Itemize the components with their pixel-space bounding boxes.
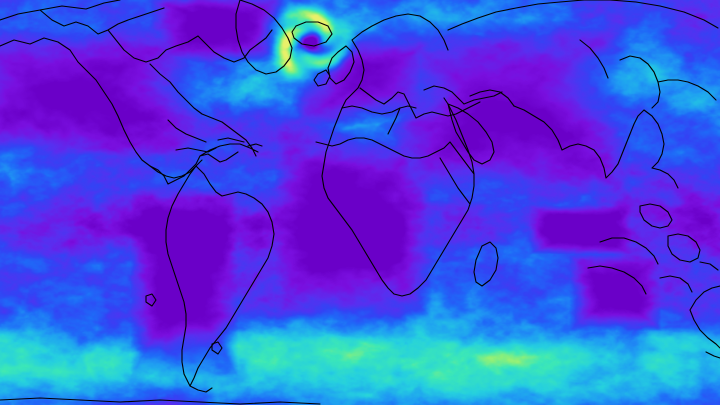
wind-speed-heatmap-layer <box>0 0 720 405</box>
global-wind-map[interactable]: Global Wind Speed Forecast Map Calm Stor… <box>0 0 720 405</box>
